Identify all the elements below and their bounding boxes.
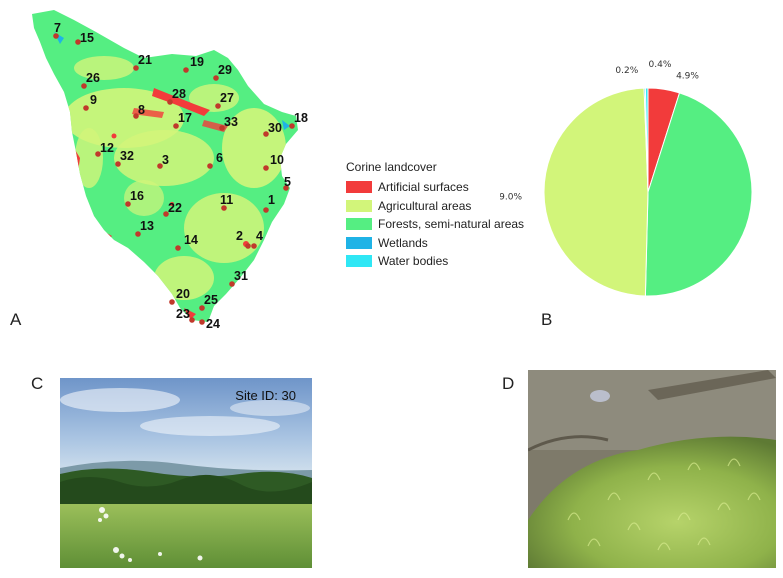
site-label: 16 <box>130 189 144 203</box>
site-label: 29 <box>218 63 232 77</box>
landscape-photo: Site ID: 30 <box>60 378 312 568</box>
site-label: 23 <box>176 307 190 321</box>
legend-item-artificial: Artificial surfaces <box>346 178 536 197</box>
landcover-pie-chart: 4.9%45.5%49.0%0.2%0.4% <box>500 60 753 297</box>
site-label: 2 <box>236 229 243 243</box>
legend-item-water: Water bodies <box>346 252 536 271</box>
site-label: 27 <box>220 91 234 105</box>
legend-item-wetlands: Wetlands <box>346 234 536 253</box>
legend-label: Artificial surfaces <box>378 180 469 195</box>
site-label: 15 <box>80 31 94 45</box>
site-label: 25 <box>204 293 218 307</box>
legend-title: Corine landcover <box>346 160 437 174</box>
pie-slice-label: 0.4% <box>649 60 672 70</box>
site-id-label: Site ID: 30 <box>235 388 296 403</box>
site-label: 11 <box>220 193 234 207</box>
site-label: 13 <box>140 219 154 233</box>
site-label: 24 <box>206 317 220 331</box>
panel-label-b: B <box>541 310 553 329</box>
site-label: 6 <box>216 151 223 165</box>
site-label: 14 <box>184 233 198 247</box>
legend-label: Forests, semi-natural areas <box>378 217 525 232</box>
site-label: 18 <box>294 111 308 125</box>
legend-label: Water bodies <box>378 254 449 269</box>
legend-swatch <box>346 236 372 249</box>
legend-swatch <box>346 199 372 212</box>
site-label: 21 <box>138 53 152 67</box>
site-label: 17 <box>178 111 192 125</box>
moss-photo <box>528 370 776 568</box>
site-label: 31 <box>234 269 248 283</box>
tuscany-map-shape <box>32 10 298 325</box>
site-label: 32 <box>120 149 134 163</box>
moss-image <box>528 370 776 568</box>
pie-slice-label: 49.0% <box>500 193 522 203</box>
site-label: 33 <box>224 115 238 129</box>
site-label: 10 <box>270 153 284 167</box>
panel-label-c: C <box>31 374 44 393</box>
legend-swatch <box>346 255 372 268</box>
site-markers <box>53 33 295 325</box>
pie-slice <box>644 87 649 193</box>
landcover-legend: Corine landcover Artificial surfaces Agr… <box>346 160 536 271</box>
site-label: 12 <box>100 141 114 155</box>
landcover-map: 7 15 21 19 29 26 28 27 9 8 17 33 30 18 1… <box>14 8 314 330</box>
site-label: 8 <box>138 103 145 117</box>
site-label: 7 <box>54 21 61 35</box>
site-label: 30 <box>268 121 282 135</box>
site-label: 3 <box>162 153 169 167</box>
legend-label: Agricultural areas <box>378 198 472 213</box>
site-label: 19 <box>190 55 204 69</box>
site-label: 9 <box>90 93 97 107</box>
pie-slice <box>644 92 753 297</box>
pie-slice <box>543 87 649 297</box>
site-label: 1 <box>268 193 275 207</box>
legend-swatch <box>346 218 372 231</box>
site-label: 22 <box>168 201 182 215</box>
site-label: 5 <box>284 175 291 189</box>
meadow-image <box>60 378 312 568</box>
site-label: 20 <box>176 287 190 301</box>
legend-item-forests: Forests, semi-natural areas <box>346 215 536 234</box>
site-label: 4 <box>256 229 263 243</box>
panel-label-a: A <box>10 310 22 329</box>
legend-item-agricultural: Agricultural areas <box>346 197 536 216</box>
site-label: 26 <box>86 71 100 85</box>
pie-slice-label: 0.2% <box>615 66 638 76</box>
legend-swatch <box>346 181 372 194</box>
site-label: 28 <box>172 87 186 101</box>
legend-label: Wetlands <box>378 235 428 250</box>
panel-label-d: D <box>502 374 515 393</box>
pie-slice-label: 4.9% <box>676 71 699 81</box>
